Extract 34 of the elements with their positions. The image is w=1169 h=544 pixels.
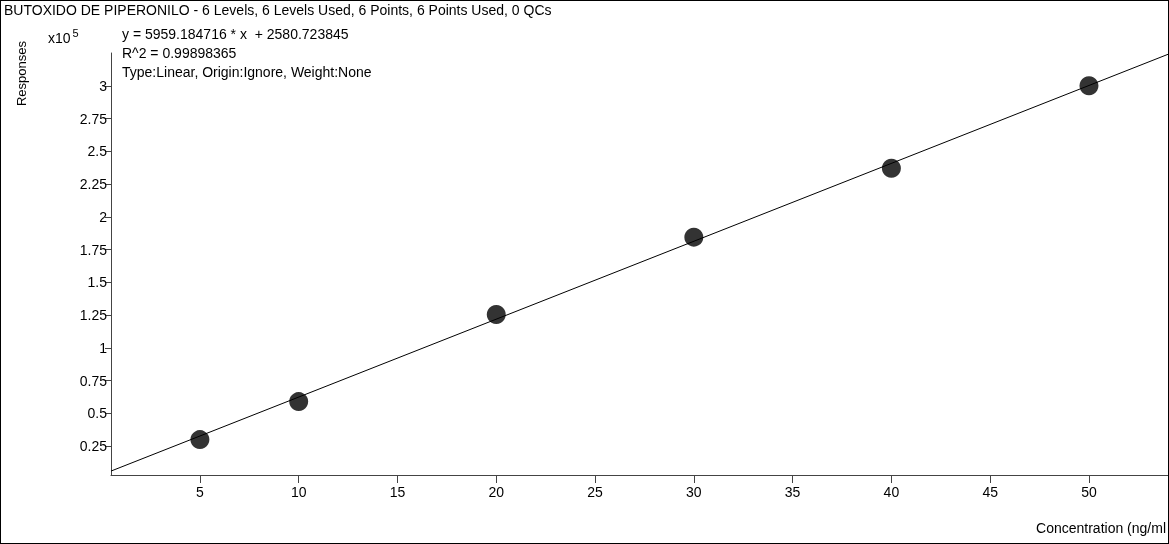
point bbox=[881, 158, 901, 178]
y-tick-label: 1.5 bbox=[87, 274, 108, 291]
y-tick-label: 0.75 bbox=[79, 372, 108, 389]
point bbox=[190, 430, 210, 450]
y-tick-label: 2.5 bbox=[87, 143, 108, 160]
y-tick-label: 1.75 bbox=[79, 241, 108, 258]
x-tick-label: 45 bbox=[982, 484, 999, 500]
annotation: Type:Linear, Origin:Ignore, Weight:None bbox=[122, 64, 372, 80]
x-tick-label: 20 bbox=[488, 484, 505, 500]
x-tick-label: 40 bbox=[883, 484, 900, 500]
x-tick-label: 25 bbox=[587, 484, 604, 500]
y-axis-title: Responses bbox=[14, 40, 29, 107]
point bbox=[1079, 76, 1099, 96]
point bbox=[684, 227, 704, 247]
x-tick-label: 50 bbox=[1081, 484, 1097, 500]
y-tick-label: 0.5 bbox=[87, 405, 108, 422]
point bbox=[486, 304, 506, 324]
y-tick-label: 1 bbox=[99, 339, 108, 356]
x-tick-label: 5 bbox=[196, 484, 205, 500]
x-tick-label: 10 bbox=[290, 484, 307, 500]
y-tick-label: 0.25 bbox=[79, 438, 108, 455]
chart-title: BUTOXIDO DE PIPERONILO - 6 Levels, 6 Levels Used, 6 Points, 6 Points Used, 0 QCs bbox=[4, 2, 552, 18]
point bbox=[289, 392, 309, 412]
y-tick-label: 1.25 bbox=[79, 307, 108, 324]
x-tick-label: 30 bbox=[686, 484, 702, 500]
x-tick-label: 15 bbox=[389, 484, 406, 500]
y-tick-label: 3 bbox=[99, 77, 108, 94]
y-tick-label: 2.75 bbox=[79, 110, 108, 127]
annotation: R^2 = 0.99898365 bbox=[122, 45, 237, 61]
y-tick-label: 2.25 bbox=[79, 176, 108, 193]
x-axis-title: Concentration (ng/ml bbox=[1036, 520, 1166, 536]
x-tick-label: 35 bbox=[784, 484, 801, 500]
text: y = 5959.184716 * x + 2580.723845 bbox=[122, 26, 349, 42]
y-tick-label: 2 bbox=[99, 208, 108, 225]
